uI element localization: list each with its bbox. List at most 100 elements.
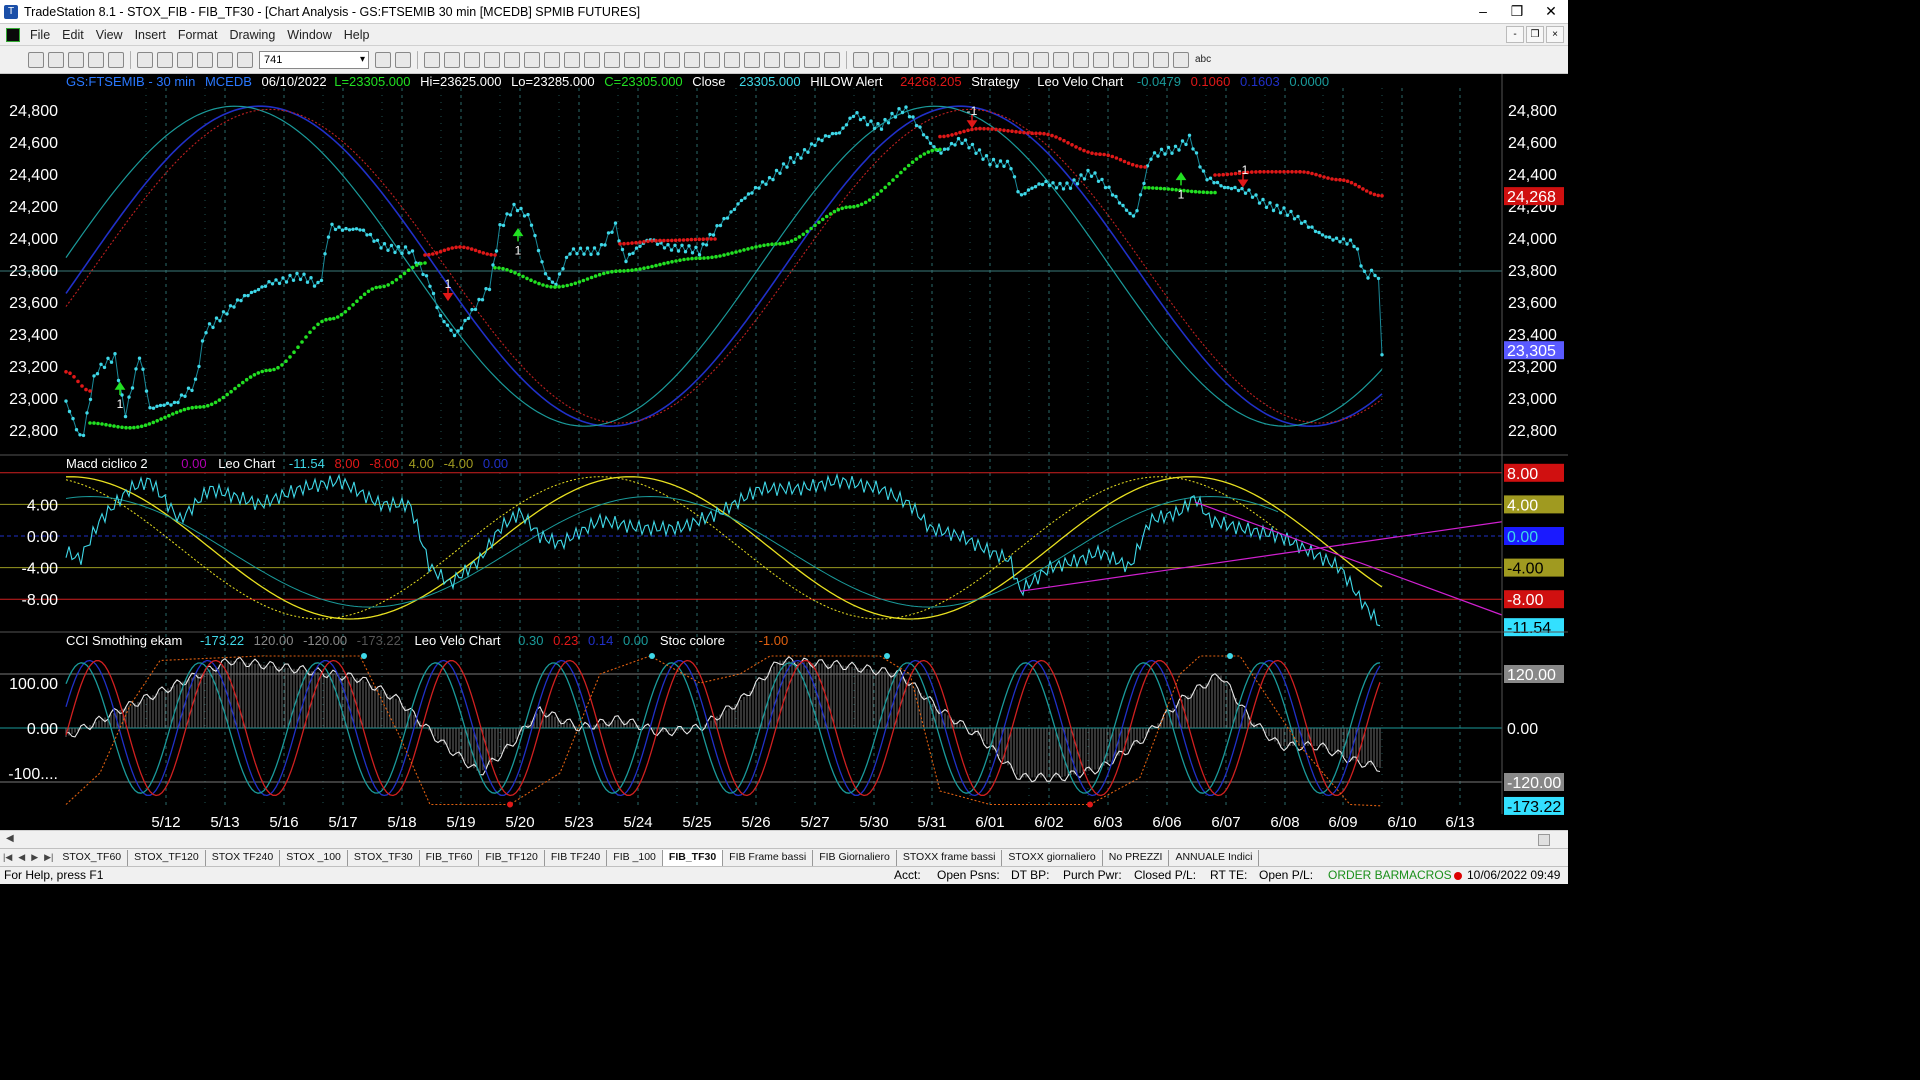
ellipse-icon[interactable] bbox=[1153, 51, 1169, 68]
zoom-out-icon[interactable] bbox=[724, 51, 740, 68]
cut-icon[interactable] bbox=[177, 51, 193, 68]
hammer-icon[interactable] bbox=[784, 51, 800, 68]
scanner-icon[interactable] bbox=[564, 51, 580, 68]
horizontal-scrollbar[interactable]: ◀ bbox=[0, 830, 1568, 848]
menu-help[interactable]: Help bbox=[343, 27, 370, 42]
fibonacci-icon[interactable] bbox=[873, 51, 889, 68]
cci-pane[interactable] bbox=[0, 653, 1502, 808]
horizontal-line-icon[interactable] bbox=[893, 51, 909, 68]
price-pane[interactable]: 1 1 1 1 -1 -1 bbox=[64, 104, 1384, 438]
insert-object-icon[interactable] bbox=[804, 51, 820, 68]
chart-style-icon[interactable] bbox=[444, 51, 460, 68]
mdi-restore-button[interactable]: ❒ bbox=[1526, 26, 1544, 43]
compress-bars-icon[interactable] bbox=[664, 51, 680, 68]
channel-icon[interactable] bbox=[913, 51, 929, 68]
tab-no-prezzi[interactable]: No PREZZI bbox=[1102, 849, 1170, 866]
go-icon[interactable] bbox=[375, 51, 391, 68]
color-icon[interactable] bbox=[237, 51, 253, 68]
tab-stox-tf60[interactable]: STOX_TF60 bbox=[56, 849, 129, 866]
print-preview-icon[interactable] bbox=[157, 51, 173, 68]
minimize-button[interactable]: – bbox=[1479, 3, 1487, 19]
tab-fib-tf120[interactable]: FIB_TF120 bbox=[479, 849, 545, 866]
tab-fib-giornaliero[interactable]: FIB Giornaliero bbox=[813, 849, 897, 866]
menu-insert[interactable]: Insert bbox=[134, 27, 166, 42]
menu-drawing[interactable]: Drawing bbox=[229, 27, 276, 42]
cross-hair-icon[interactable] bbox=[764, 51, 780, 68]
tab-first-icon[interactable]: |◀ bbox=[3, 852, 13, 862]
mdi-minimize-button[interactable]: - bbox=[1506, 26, 1524, 43]
print-icon[interactable] bbox=[137, 51, 153, 68]
trendline[interactable] bbox=[1019, 521, 1503, 592]
up-marker-icon[interactable] bbox=[1133, 51, 1149, 68]
bar-chart-icon[interactable] bbox=[424, 51, 440, 68]
search-icon[interactable] bbox=[395, 51, 411, 68]
zoom-in-icon[interactable] bbox=[704, 51, 720, 68]
regression-icon[interactable] bbox=[973, 51, 989, 68]
menu-window[interactable]: Window bbox=[287, 27, 332, 42]
strategy-icon[interactable] bbox=[504, 51, 520, 68]
scroll-grip-icon[interactable] bbox=[1538, 834, 1550, 846]
tab-stoxx-frame-bassi[interactable]: STOXX frame bassi bbox=[896, 849, 1003, 866]
tab-fib-100[interactable]: FIB _100 bbox=[607, 849, 663, 866]
pencil-icon[interactable] bbox=[1073, 51, 1089, 68]
properties-icon[interactable] bbox=[824, 51, 840, 68]
andrews-pitchfork-icon[interactable] bbox=[953, 51, 969, 68]
chart-window-icon[interactable] bbox=[6, 27, 20, 42]
tab-fib-tf30[interactable]: FIB_TF30 bbox=[662, 849, 724, 866]
matrix-icon[interactable] bbox=[604, 51, 620, 68]
interval-select[interactable]: 741 bbox=[259, 50, 369, 69]
macros-toggle[interactable]: MACROS bbox=[1399, 868, 1452, 882]
new-workspace-icon[interactable] bbox=[48, 51, 64, 68]
menu-view[interactable]: View bbox=[95, 27, 123, 42]
save-icon[interactable] bbox=[88, 51, 104, 68]
tab-fib-tf60[interactable]: FIB_TF60 bbox=[419, 849, 480, 866]
window-tile-icon[interactable] bbox=[524, 51, 540, 68]
tab-annuale-indici[interactable]: ANNUALE Indici bbox=[1169, 849, 1260, 866]
horizontal-arrow-icon[interactable] bbox=[1013, 51, 1029, 68]
speed-line-icon[interactable] bbox=[933, 51, 949, 68]
down-arrow-icon[interactable] bbox=[1113, 51, 1129, 68]
tab-fib-frame-bassi[interactable]: FIB Frame bassi bbox=[723, 849, 814, 866]
order-bar-toggle[interactable]: ORDER BAR bbox=[1328, 868, 1400, 882]
expand-bars-icon[interactable] bbox=[684, 51, 700, 68]
tab-next-icon[interactable]: ▶ bbox=[31, 852, 39, 862]
tab-stox-100[interactable]: STOX _100 bbox=[280, 849, 348, 866]
open-folder-icon[interactable] bbox=[108, 51, 124, 68]
mdi-close-button[interactable]: × bbox=[1546, 26, 1564, 43]
gann-fan-icon[interactable] bbox=[993, 51, 1009, 68]
text-tool[interactable]: abc bbox=[1195, 54, 1212, 65]
macd-pane[interactable] bbox=[0, 472, 1503, 627]
tab-prev-icon[interactable]: ◀ bbox=[18, 852, 26, 862]
tools-icon[interactable] bbox=[217, 51, 233, 68]
time-sales-icon[interactable] bbox=[624, 51, 640, 68]
rectangle-icon[interactable] bbox=[1173, 51, 1189, 68]
tab-stox-tf240[interactable]: STOX TF240 bbox=[205, 849, 281, 866]
pointer-icon[interactable] bbox=[744, 51, 760, 68]
trendline[interactable] bbox=[1194, 501, 1503, 616]
tab-fib-tf240[interactable]: FIB TF240 bbox=[544, 849, 608, 866]
tab-last-icon[interactable]: ▶| bbox=[44, 852, 54, 862]
close-button[interactable]: ✕ bbox=[1545, 3, 1557, 19]
tab-stoxx-giornaliero[interactable]: STOXX giornaliero bbox=[1002, 849, 1103, 866]
tab-stox-tf30[interactable]: STOX_TF30 bbox=[347, 849, 420, 866]
radar-icon[interactable] bbox=[584, 51, 600, 68]
menu-file[interactable]: File bbox=[30, 27, 51, 42]
price-dot bbox=[1054, 186, 1059, 190]
parallel-lines-icon[interactable] bbox=[1033, 51, 1049, 68]
menu-format[interactable]: Format bbox=[177, 27, 218, 42]
trendline-icon[interactable] bbox=[853, 51, 869, 68]
menu-edit[interactable]: Edit bbox=[62, 27, 84, 42]
open-icon[interactable] bbox=[68, 51, 84, 68]
arc-icon[interactable] bbox=[1053, 51, 1069, 68]
chart-area[interactable]: 1 1 1 1 -1 -1 5/12 5/13 5/16 5/17 5/18 5/19 5/20 5/2… bbox=[0, 74, 1568, 830]
maximize-button[interactable]: ❒ bbox=[1510, 3, 1524, 19]
new-icon[interactable] bbox=[28, 51, 44, 68]
lock-icon[interactable] bbox=[197, 51, 213, 68]
up-arrow-icon[interactable] bbox=[1093, 51, 1109, 68]
order-icon[interactable] bbox=[644, 51, 660, 68]
data-window-icon[interactable] bbox=[464, 51, 480, 68]
scroll-left-icon[interactable]: ◀ bbox=[6, 833, 14, 844]
tab-stox-tf120[interactable]: STOX_TF120 bbox=[128, 849, 206, 866]
window-cascade-icon[interactable] bbox=[544, 51, 560, 68]
indicator-icon[interactable] bbox=[484, 51, 500, 68]
